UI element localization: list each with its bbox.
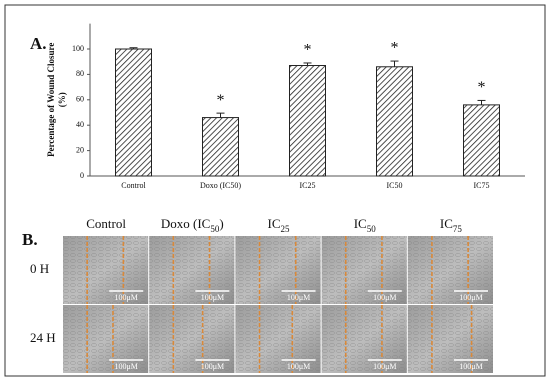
significance-mark: *: [478, 79, 486, 96]
micrograph-texture: [63, 305, 149, 373]
y-tick-label: 80: [76, 69, 84, 78]
micrograph-texture: [149, 305, 235, 373]
x-tick-label: IC25: [300, 181, 316, 190]
x-tick-label: Control: [121, 181, 146, 190]
column-label-part: IC: [354, 216, 367, 231]
micrograph-texture: [407, 236, 493, 304]
y-tick-label: 20: [76, 145, 84, 154]
micrograph-texture: [235, 305, 321, 373]
bar: [202, 117, 239, 177]
y-tick-label: 0: [80, 171, 84, 180]
x-tick-label: IC50: [387, 181, 403, 190]
scale-bar-label: 100μM: [373, 293, 396, 302]
frame: [4, 4, 546, 377]
row-label: 0 H: [30, 261, 49, 276]
scale-bar-label: 100μM: [459, 293, 482, 302]
micrograph-texture: [63, 236, 149, 304]
y-tick-label: 100: [72, 44, 84, 53]
panel-label: B.: [22, 230, 38, 249]
y-axis-label: (%): [57, 92, 67, 107]
column-label-part: IC: [268, 216, 281, 231]
column-label: Doxo (IC50): [161, 216, 224, 234]
column-label-part: ): [219, 216, 223, 231]
scale-bar-label: 100μM: [114, 362, 137, 371]
column-label: IC25: [268, 216, 291, 234]
y-tick-label: 40: [76, 120, 84, 129]
column-label-part: 25: [281, 224, 291, 234]
scale-bar-label: 100μM: [201, 362, 224, 371]
bar: [115, 48, 152, 177]
scale-bar-label: 100μM: [287, 293, 310, 302]
x-tick-label: Doxo (IC50): [200, 181, 241, 190]
error-bar: [303, 62, 312, 66]
column-label: IC75: [440, 216, 463, 234]
row-label: 24 H: [30, 330, 56, 345]
micrograph-texture: [407, 305, 493, 373]
significance-mark: *: [304, 42, 312, 59]
column-label-part: Doxo (IC: [161, 216, 210, 231]
micrograph-texture: [149, 236, 235, 304]
error-bar: [129, 47, 138, 49]
error-bar: [477, 99, 486, 105]
y-axis-label: Percentage of Wound Closure: [46, 43, 56, 157]
column-label-part: Control: [86, 216, 126, 231]
scale-bar-label: 100μM: [373, 362, 396, 371]
bar: [463, 104, 500, 177]
column-label-part: 75: [453, 224, 463, 234]
column-label-part: IC: [440, 216, 453, 231]
micrograph-texture: [321, 305, 407, 373]
error-bar: [390, 60, 399, 67]
bar: [376, 66, 413, 177]
significance-mark: *: [217, 92, 225, 109]
micrograph-texture: [235, 236, 321, 304]
column-label: IC50: [354, 216, 377, 234]
scale-bar-label: 100μM: [459, 362, 482, 371]
micrograph-texture: [321, 236, 407, 304]
bar: [289, 65, 326, 177]
column-label-part: 50: [367, 224, 377, 234]
column-label-part: 50: [210, 224, 220, 234]
significance-mark: *: [391, 40, 399, 57]
y-tick-label: 60: [76, 95, 84, 104]
panel-label: A.: [30, 34, 47, 53]
scale-bar-label: 100μM: [287, 362, 310, 371]
x-tick-label: IC75: [474, 181, 490, 190]
scale-bar-label: 100μM: [201, 293, 224, 302]
error-bar: [216, 112, 225, 118]
column-label: Control: [86, 216, 126, 231]
scale-bar-label: 100μM: [114, 293, 137, 302]
